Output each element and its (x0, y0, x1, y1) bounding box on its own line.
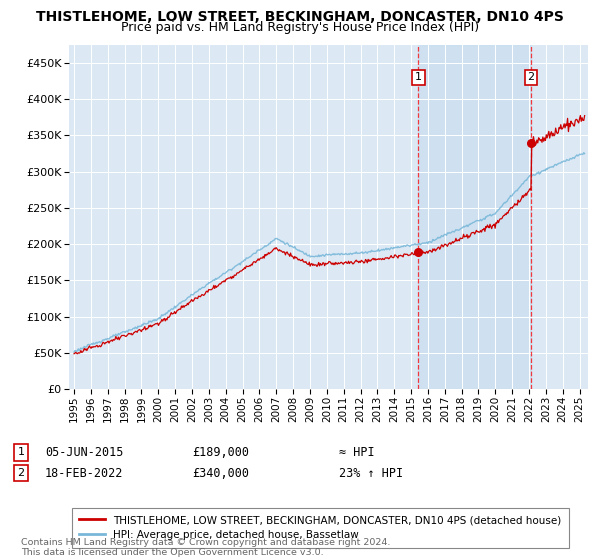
Text: Price paid vs. HM Land Registry's House Price Index (HPI): Price paid vs. HM Land Registry's House … (121, 21, 479, 34)
Text: 1: 1 (17, 447, 25, 458)
Text: 2: 2 (527, 72, 535, 82)
Bar (418, 45, 531, 389)
Text: 23% ↑ HPI: 23% ↑ HPI (339, 466, 403, 480)
Text: Contains HM Land Registry data © Crown copyright and database right 2024.
This d: Contains HM Land Registry data © Crown c… (21, 538, 391, 557)
Text: ≈ HPI: ≈ HPI (339, 446, 374, 459)
Text: THISTLEHOME, LOW STREET, BECKINGHAM, DONCASTER, DN10 4PS: THISTLEHOME, LOW STREET, BECKINGHAM, DON… (36, 10, 564, 24)
Text: £189,000: £189,000 (192, 446, 249, 459)
Text: 05-JUN-2015: 05-JUN-2015 (45, 446, 124, 459)
Text: 2: 2 (17, 468, 25, 478)
Text: 1: 1 (415, 72, 422, 82)
Legend: THISTLEHOME, LOW STREET, BECKINGHAM, DONCASTER, DN10 4PS (detached house), HPI: : THISTLEHOME, LOW STREET, BECKINGHAM, DON… (71, 508, 569, 548)
Text: £340,000: £340,000 (192, 466, 249, 480)
Text: 18-FEB-2022: 18-FEB-2022 (45, 466, 124, 480)
